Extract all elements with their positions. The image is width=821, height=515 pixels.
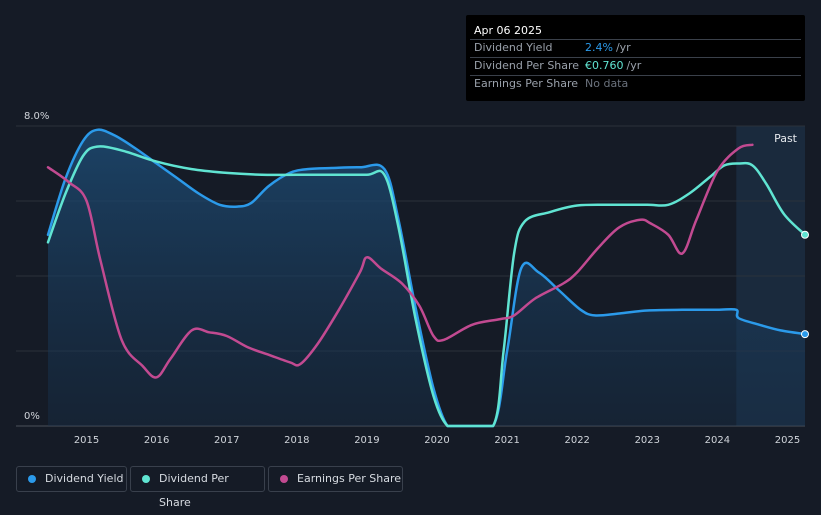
tooltip-value: No data xyxy=(585,77,629,90)
tooltip-divider xyxy=(470,57,801,58)
x-tick-label: 2021 xyxy=(494,435,519,446)
dividend-yield-area xyxy=(48,129,805,426)
tooltip-value: 2.4% xyxy=(585,41,613,54)
earnings-per-share-line xyxy=(46,143,754,379)
tooltip-value: €0.760 xyxy=(585,59,624,72)
legend-label: Dividend Yield xyxy=(45,472,124,485)
x-tick-label: 2023 xyxy=(635,435,660,446)
legend-label: Dividend Per Share xyxy=(159,472,229,509)
tooltip-row-dividend-per-share: Dividend Per Share €0.760/yr xyxy=(466,57,805,75)
tooltip-unit: /yr xyxy=(626,59,642,72)
series-endpoints xyxy=(801,230,809,339)
dividend-per-share-endpoint xyxy=(801,230,809,239)
tooltip-label: Earnings Per Share xyxy=(474,77,579,90)
x-tick-label: 2020 xyxy=(424,435,449,446)
x-tick-label: 2025 xyxy=(775,435,800,446)
tooltip-date: Apr 06 2025 xyxy=(474,24,543,37)
tooltip-row-dividend-yield: Dividend Yield 2.4%/yr xyxy=(466,39,805,57)
tooltip-label: Dividend Yield xyxy=(474,41,553,54)
series-lines xyxy=(46,128,807,428)
legend-label: Earnings Per Share xyxy=(297,472,402,485)
tooltip-divider xyxy=(470,75,801,76)
tooltip-label: Dividend Per Share xyxy=(474,59,580,72)
y-tick-label: 0% xyxy=(24,411,40,422)
x-tick-label: 2016 xyxy=(144,435,169,446)
tooltip-unit: /yr xyxy=(615,41,631,54)
legend-item-dividend-per-share[interactable]: Dividend Per Share xyxy=(130,466,265,509)
legend-item-dividend-yield[interactable]: Dividend Yield xyxy=(16,466,127,492)
x-tick-label: 2019 xyxy=(354,435,379,446)
axis-tick-labels: 8.0% 0% 2015 2016 2017 2018 2019 2020 2021 2022 20… xyxy=(24,111,800,446)
x-tick-label: 2024 xyxy=(705,435,730,446)
legend-dot-icon xyxy=(142,475,150,483)
legend-dot-icon xyxy=(280,475,288,483)
past-label: Past xyxy=(774,132,798,145)
dividend-per-share-line xyxy=(46,145,807,428)
x-tick-label: 2022 xyxy=(564,435,589,446)
dividend-yield-endpoint xyxy=(801,330,809,339)
legend-dot-icon xyxy=(28,475,36,483)
tooltip-divider xyxy=(470,39,801,40)
dividend-yield-line xyxy=(46,128,807,428)
legend-item-earnings-per-share[interactable]: Earnings Per Share xyxy=(268,466,403,492)
y-tick-label: 8.0% xyxy=(24,111,49,122)
x-tick-label: 2018 xyxy=(284,435,309,446)
hover-tooltip: Apr 06 2025 Dividend Yield 2.4%/yr Divid… xyxy=(466,15,805,101)
x-tick-label: 2015 xyxy=(74,435,99,446)
x-tick-label: 2017 xyxy=(214,435,239,446)
tooltip-row-earnings-per-share: Earnings Per Share No data xyxy=(466,75,805,93)
